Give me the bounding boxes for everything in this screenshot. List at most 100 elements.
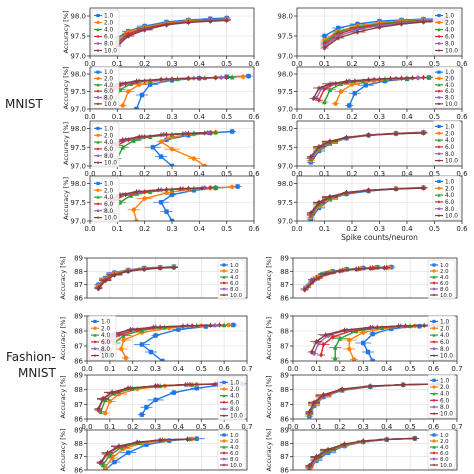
data-point-1.0	[229, 129, 235, 134]
data-point-4.0	[332, 355, 338, 361]
data-point-10.0	[384, 436, 390, 442]
data-point-10.0	[125, 268, 131, 274]
legend-label-1.0: 1.0	[445, 70, 454, 76]
legend-label-4.0: 4.0	[440, 392, 450, 398]
x-tick-label: 0.0	[84, 225, 95, 233]
x-tick-label: 0.0	[291, 225, 302, 233]
legend: 1.02.04.06.08.010.0	[217, 376, 246, 421]
data-point-10.0	[327, 81, 333, 86]
panel-mnist-4: 97.0 97.5 98.0 0.0 0.1 0.2 0.3 0.4 0.5 0.6 1.02.04…	[277, 66, 468, 121]
data-point-2.0	[123, 355, 129, 361]
legend-label-6.0: 6.0	[440, 451, 449, 457]
data-point-2.0	[121, 337, 126, 343]
x-axis-label: Spike counts/neuron	[341, 233, 418, 242]
x-tick-label: 0.0	[81, 365, 92, 373]
x-tick-label: 0.5	[196, 423, 207, 431]
legend-label-10.0: 10.0	[104, 49, 117, 55]
legend-label-6.0: 6.0	[104, 147, 114, 153]
legend-label-4.0: 4.0	[230, 445, 239, 451]
legend-label-10.0: 10.0	[445, 102, 458, 108]
legend: 1.02.04.06.08.010.0	[427, 429, 456, 470]
legend-marker-10.0	[96, 161, 100, 164]
legend-label-4.0: 4.0	[445, 193, 455, 199]
data-point-4.0	[120, 144, 126, 150]
data-point-2.0	[169, 146, 175, 152]
x-tick-label: 0.3	[358, 365, 369, 373]
series-group	[94, 381, 247, 418]
legend-marker-4.0	[437, 83, 441, 87]
legend: 1.02.04.06.08.010.0	[432, 9, 461, 56]
y-tick-label: 89	[74, 372, 83, 380]
legend-marker-2.0	[437, 76, 441, 81]
data-point-1.0	[169, 218, 175, 221]
x-tick-label: 0.0	[291, 170, 302, 178]
legend-marker-10.0	[432, 354, 436, 357]
data-point-1.0	[363, 83, 368, 88]
legend-marker-8.0	[222, 287, 226, 291]
data-point-4.0	[98, 409, 104, 414]
y-axis-label: Accuracy [%]	[59, 376, 67, 419]
legend-marker-10.0	[432, 463, 436, 467]
legend: 1.02.04.06.08.010.0	[91, 66, 120, 109]
legend-label-4.0: 4.0	[445, 138, 455, 144]
legend-marker-10.0	[96, 48, 100, 52]
legend-label-8.0: 8.0	[104, 209, 114, 215]
data-point-2.0	[226, 322, 231, 328]
legend-marker-6.0	[96, 147, 100, 151]
x-tick-label: 0.5	[429, 170, 440, 178]
legend-marker-1.0	[96, 126, 100, 131]
y-axis-label: Accuracy [%]	[265, 317, 273, 360]
y-tick-label: 97.5	[277, 33, 293, 41]
legend-label-1.0: 1.0	[104, 70, 113, 76]
y-tick-label: 97.0	[277, 53, 293, 61]
data-point-10.0	[207, 18, 213, 24]
data-point-10.0	[151, 324, 156, 330]
y-tick-label: 87	[280, 401, 289, 409]
legend-label-2.0: 2.0	[104, 188, 114, 194]
data-point-1.0	[171, 390, 177, 395]
plot-frame	[86, 429, 248, 471]
legend-marker-8.0	[437, 152, 441, 155]
legend-label-10.0: 10.0	[230, 293, 243, 299]
data-point-6.0	[224, 75, 229, 80]
data-point-10.0	[366, 77, 371, 82]
legend-label-1.0: 1.0	[101, 319, 111, 325]
data-point-10.0	[96, 286, 101, 291]
legend-marker-4.0	[222, 275, 226, 279]
legend-label-8.0: 8.0	[440, 405, 450, 411]
legend-marker-2.0	[96, 188, 100, 192]
data-point-10.0	[421, 322, 427, 328]
data-point-1.0	[125, 450, 131, 455]
data-point-10.0	[342, 441, 347, 446]
x-tick-label: 0.0	[287, 423, 298, 431]
data-point-1.0	[139, 412, 145, 417]
legend-label-6.0: 6.0	[101, 340, 111, 346]
legend-label-8.0: 8.0	[230, 407, 240, 413]
legend-marker-10.0	[437, 48, 441, 52]
data-point-10.0	[344, 190, 349, 195]
data-point-10.0	[100, 396, 106, 401]
legend-marker-4.0	[437, 27, 441, 32]
panel-fashion-mnist-3: 86 87 88 89 0.0 0.1 0.2 0.3 0.4 0.5 0.6 0.7 Accuracy…	[59, 313, 253, 374]
data-point-10.0	[182, 382, 188, 387]
legend-marker-1.0	[222, 380, 226, 384]
legend-marker-6.0	[222, 451, 226, 455]
data-point-2.0	[347, 346, 352, 352]
legend-label-4.0: 4.0	[445, 83, 454, 89]
x-tick-label: 0.5	[405, 365, 416, 373]
data-point-1.0	[352, 91, 357, 96]
x-tick-label: 0.5	[429, 225, 440, 233]
y-tick-label: 89	[280, 313, 289, 321]
legend-marker-2.0	[437, 186, 441, 190]
legend-marker-4.0	[432, 392, 436, 396]
x-tick-label: 0.3	[150, 423, 161, 431]
plot-frame	[292, 257, 458, 299]
legend-marker-8.0	[96, 209, 100, 212]
legend-label-2.0: 2.0	[445, 186, 455, 192]
data-point-4.0	[100, 462, 106, 467]
legend-marker-2.0	[96, 20, 100, 25]
legend-label-4.0: 4.0	[230, 394, 240, 400]
x-tick-label: 0.2	[139, 170, 150, 178]
y-axis-label: Accuracy [%]	[62, 11, 70, 54]
data-point-1.0	[153, 333, 158, 338]
